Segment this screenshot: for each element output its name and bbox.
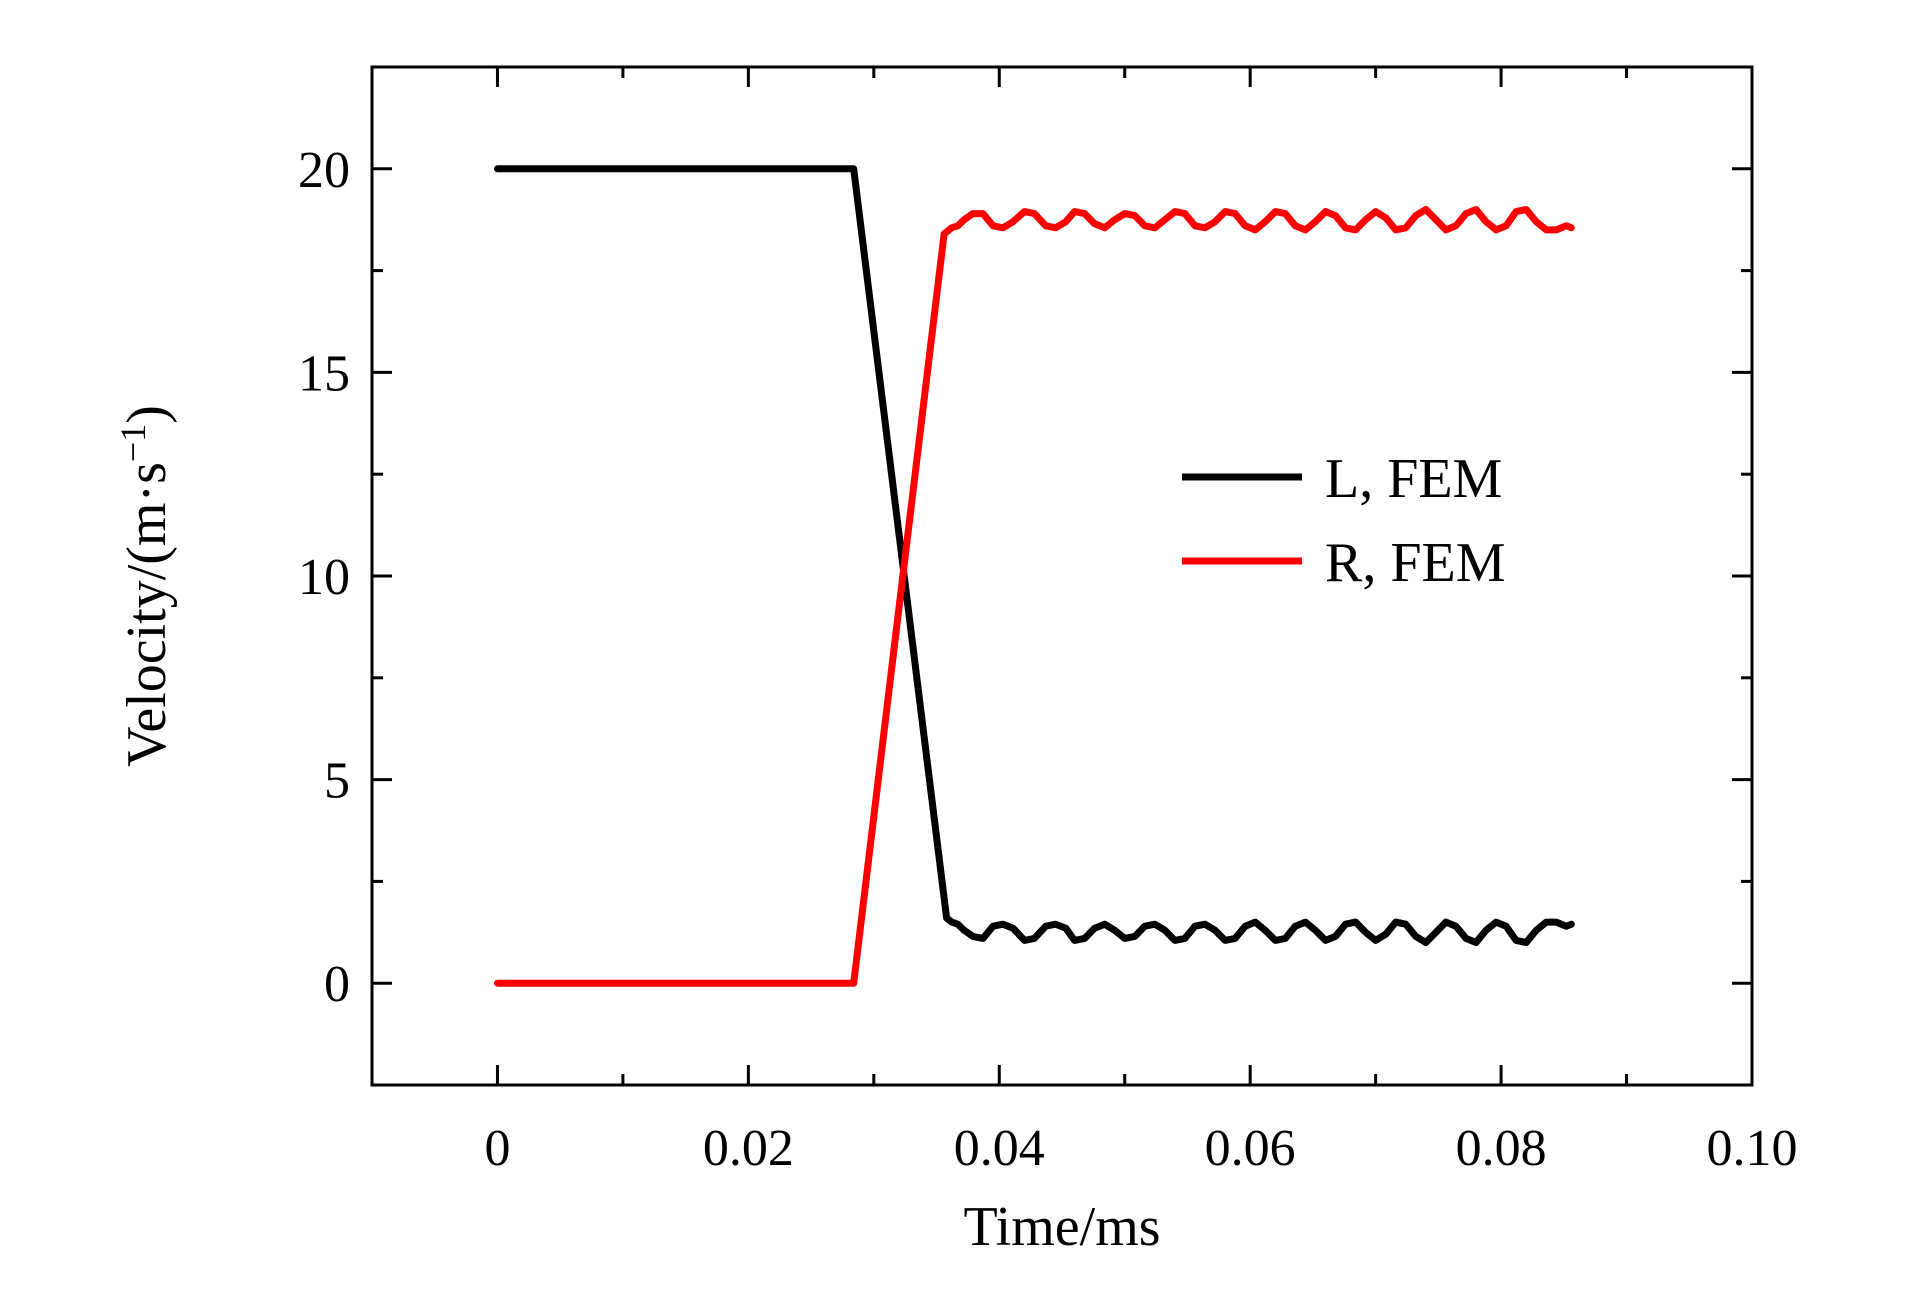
tick-labels: 0 0.02 0.04 0.06 0.08 0.10 0 5 10 15 20 bbox=[298, 142, 1798, 1177]
legend-label-r-fem: R, FEM bbox=[1325, 532, 1506, 594]
x-axis-title: Time/ms bbox=[963, 1196, 1160, 1258]
plot-frame bbox=[370, 65, 1754, 1087]
y-tick-label: 10 bbox=[298, 549, 350, 606]
series-line-l-fem bbox=[494, 165, 1575, 946]
series-line-r-fem bbox=[494, 206, 1575, 987]
x-tick-label: 0.02 bbox=[703, 1120, 794, 1177]
y-axis-title-superscript: −1 bbox=[113, 424, 153, 462]
x-tick-label: 0.04 bbox=[954, 1120, 1045, 1177]
y-tick-label: 20 bbox=[298, 142, 350, 199]
x-tick-label: 0 bbox=[484, 1120, 510, 1177]
x-tick-label: 0.06 bbox=[1205, 1120, 1296, 1177]
legend: L, FEM R, FEM bbox=[1182, 448, 1506, 594]
plot-series bbox=[494, 165, 1575, 987]
x-tick-label: 0.10 bbox=[1707, 1120, 1798, 1177]
x-tick-label: 0.08 bbox=[1456, 1120, 1547, 1177]
y-tick-label: 0 bbox=[324, 956, 350, 1013]
y-axis-title-main: Velocity/(m·s bbox=[116, 462, 178, 767]
y-tick-label: 5 bbox=[324, 753, 350, 810]
y-tick-label: 15 bbox=[298, 345, 350, 402]
y-axis-title-close: ) bbox=[116, 405, 178, 424]
y-axis-title: Velocity/(m·s−1) bbox=[113, 405, 178, 767]
legend-label-l-fem: L, FEM bbox=[1325, 448, 1502, 510]
